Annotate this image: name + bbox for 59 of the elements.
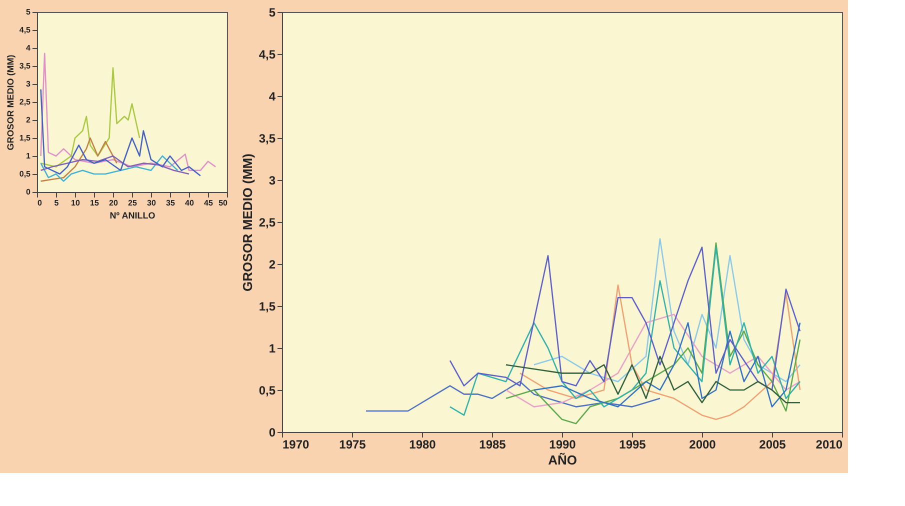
y-tick-label: 4,5 bbox=[258, 48, 276, 62]
line-series bbox=[519, 284, 801, 420]
line-series bbox=[505, 314, 801, 408]
y-tick-label: 3,5 bbox=[258, 132, 276, 146]
x-tick-label: 1970 bbox=[282, 438, 310, 452]
y-tick-label: 4 bbox=[268, 90, 276, 104]
line-series bbox=[505, 356, 801, 404]
line-series bbox=[40, 155, 178, 182]
y-tick-label: 2 bbox=[26, 116, 32, 124]
y-tick-label: 2 bbox=[268, 258, 276, 272]
x-tick-label: 0 bbox=[38, 198, 42, 208]
line-series bbox=[533, 238, 801, 382]
x-tick-label: 5 bbox=[54, 198, 60, 208]
y-tick-label: 2,5 bbox=[19, 98, 32, 106]
x-tick-label: 35 bbox=[166, 198, 176, 208]
y-axis-title: GROSOR MEDIO (MM) bbox=[240, 154, 255, 292]
line-series bbox=[40, 155, 190, 175]
y-tick-label: 3 bbox=[26, 80, 32, 88]
x-tick-label: 2000 bbox=[689, 438, 716, 452]
y-tick-label: 0,5 bbox=[258, 384, 276, 398]
y-tick-label: 1 bbox=[268, 342, 276, 356]
y-tick-label: 3 bbox=[268, 174, 276, 188]
y-tick-label: 1,5 bbox=[258, 300, 276, 314]
y-tick-label: 0 bbox=[268, 426, 276, 440]
x-tick-label: 20 bbox=[109, 198, 118, 208]
x-tick-label: 2005 bbox=[759, 438, 786, 452]
y-tick-label: 5 bbox=[268, 6, 276, 20]
x-axis-title: Nº ANILLO bbox=[110, 210, 156, 220]
y-tick-label: 1 bbox=[26, 152, 32, 160]
line-series bbox=[533, 322, 801, 408]
x-tick-label: 1990 bbox=[549, 438, 576, 452]
x-tick-label: 10 bbox=[71, 198, 80, 208]
x-tick-label: 2010 bbox=[816, 438, 843, 452]
x-tick-label: 15 bbox=[90, 198, 100, 208]
y-tick-label: 4 bbox=[26, 44, 32, 52]
x-tick-label: 50 bbox=[218, 198, 228, 208]
y-tick-label: 1,5 bbox=[19, 134, 32, 142]
x-tick-label: 30 bbox=[147, 198, 156, 208]
x-tick-label: 1985 bbox=[479, 438, 506, 452]
y-axis-title: GROSOR MEDIO (MM) bbox=[5, 54, 16, 150]
x-tick-label: 1995 bbox=[619, 438, 646, 452]
x-axis-title: AÑO bbox=[548, 452, 577, 468]
line-series bbox=[40, 67, 140, 168]
x-tick-label: 45 bbox=[204, 198, 214, 208]
x-tick-label: 1980 bbox=[409, 438, 436, 452]
x-tick-label: 40 bbox=[185, 198, 194, 208]
x-tick-label: 1975 bbox=[339, 438, 366, 452]
x-tick-label: 25 bbox=[128, 198, 138, 208]
y-tick-label: 2,5 bbox=[258, 216, 276, 230]
y-tick-label: 4,5 bbox=[19, 26, 32, 34]
line-series bbox=[40, 137, 118, 182]
line-series bbox=[40, 88, 202, 176]
line-series bbox=[365, 380, 661, 412]
y-tick-label: 5 bbox=[26, 8, 32, 16]
line-series bbox=[40, 52, 216, 172]
line-series bbox=[505, 242, 801, 424]
y-tick-label: 0,5 bbox=[19, 170, 32, 178]
y-tick-label: 0 bbox=[26, 188, 32, 196]
y-tick-label: 3,5 bbox=[19, 62, 32, 70]
